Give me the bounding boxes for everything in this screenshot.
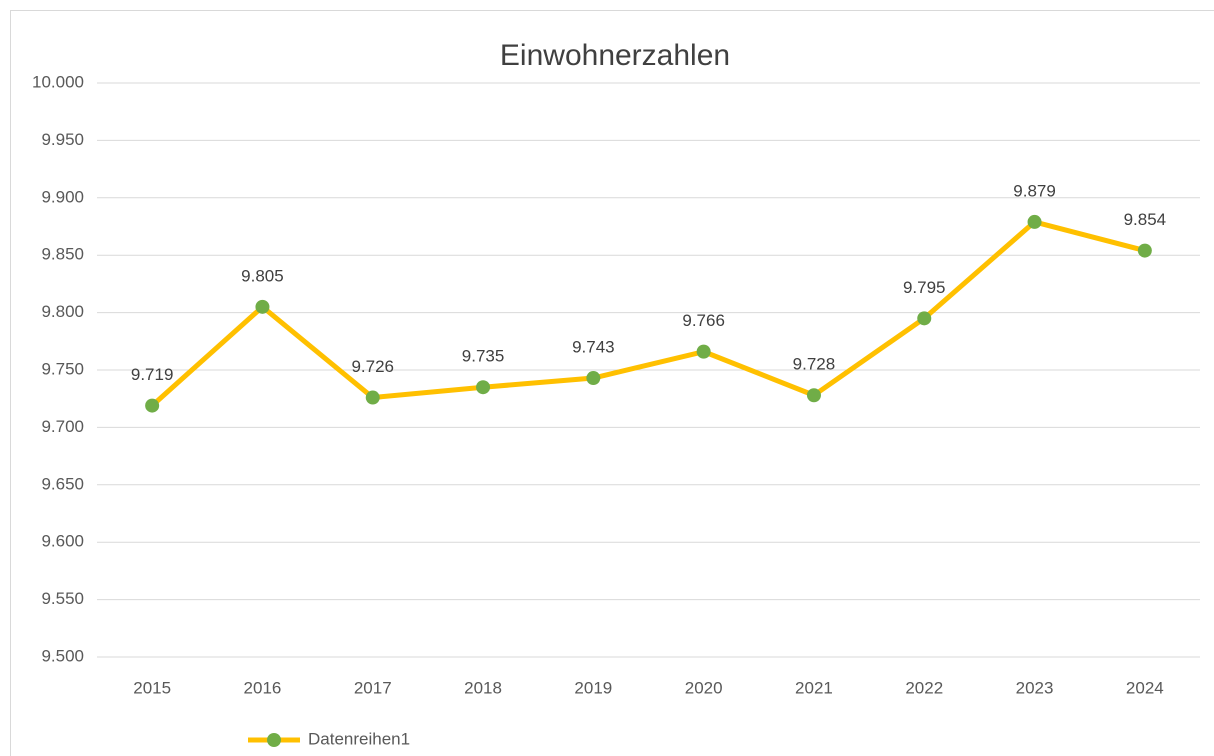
x-tick-label: 2019 xyxy=(574,678,612,697)
y-tick-label: 9.550 xyxy=(41,589,84,608)
y-tick-label: 9.950 xyxy=(41,130,84,149)
x-tick-label: 2016 xyxy=(244,678,282,697)
y-tick-label: 9.750 xyxy=(41,359,84,378)
data-point xyxy=(806,388,821,403)
y-tick-label: 9.650 xyxy=(41,474,84,493)
data-point xyxy=(255,299,270,314)
y-tick-label: 10.000 xyxy=(32,72,84,91)
data-label: 9.735 xyxy=(462,347,505,366)
data-label: 9.879 xyxy=(1013,181,1056,200)
legend-label: Datenreihen1 xyxy=(308,729,410,748)
legend-marker xyxy=(267,733,281,747)
series-line xyxy=(150,219,1146,408)
x-tick-label: 2015 xyxy=(133,678,171,697)
y-tick-label: 9.800 xyxy=(41,302,84,321)
data-point xyxy=(1027,214,1042,229)
y-tick-label: 9.900 xyxy=(41,187,84,206)
data-point xyxy=(586,371,601,386)
data-label: 9.726 xyxy=(351,357,394,376)
y-tick-label: 9.700 xyxy=(41,417,84,436)
data-point xyxy=(1137,243,1152,258)
x-tick-label: 2024 xyxy=(1126,678,1164,697)
x-tick-label: 2023 xyxy=(1016,678,1054,697)
data-label: 9.805 xyxy=(241,266,284,285)
y-tick-label: 9.850 xyxy=(41,245,84,264)
data-point xyxy=(145,398,160,413)
data-label: 9.728 xyxy=(793,355,836,374)
y-tick-label: 9.500 xyxy=(41,646,84,665)
data-label: 9.766 xyxy=(682,311,725,330)
x-tick-label: 2022 xyxy=(905,678,943,697)
x-tick-label: 2021 xyxy=(795,678,833,697)
chart-border xyxy=(10,10,1214,756)
x-tick-label: 2018 xyxy=(464,678,502,697)
y-tick-label: 9.600 xyxy=(41,532,84,551)
data-point xyxy=(696,344,711,359)
data-label: 9.743 xyxy=(572,338,615,357)
chart-title: Einwohnerzahlen xyxy=(500,39,730,72)
data-label: 9.795 xyxy=(903,278,946,297)
data-point xyxy=(476,380,491,395)
x-tick-label: 2017 xyxy=(354,678,392,697)
data-label: 9.719 xyxy=(131,365,174,384)
data-point xyxy=(917,311,932,326)
data-point xyxy=(365,390,380,405)
x-tick-label: 2020 xyxy=(685,678,723,697)
data-label: 9.854 xyxy=(1124,210,1167,229)
